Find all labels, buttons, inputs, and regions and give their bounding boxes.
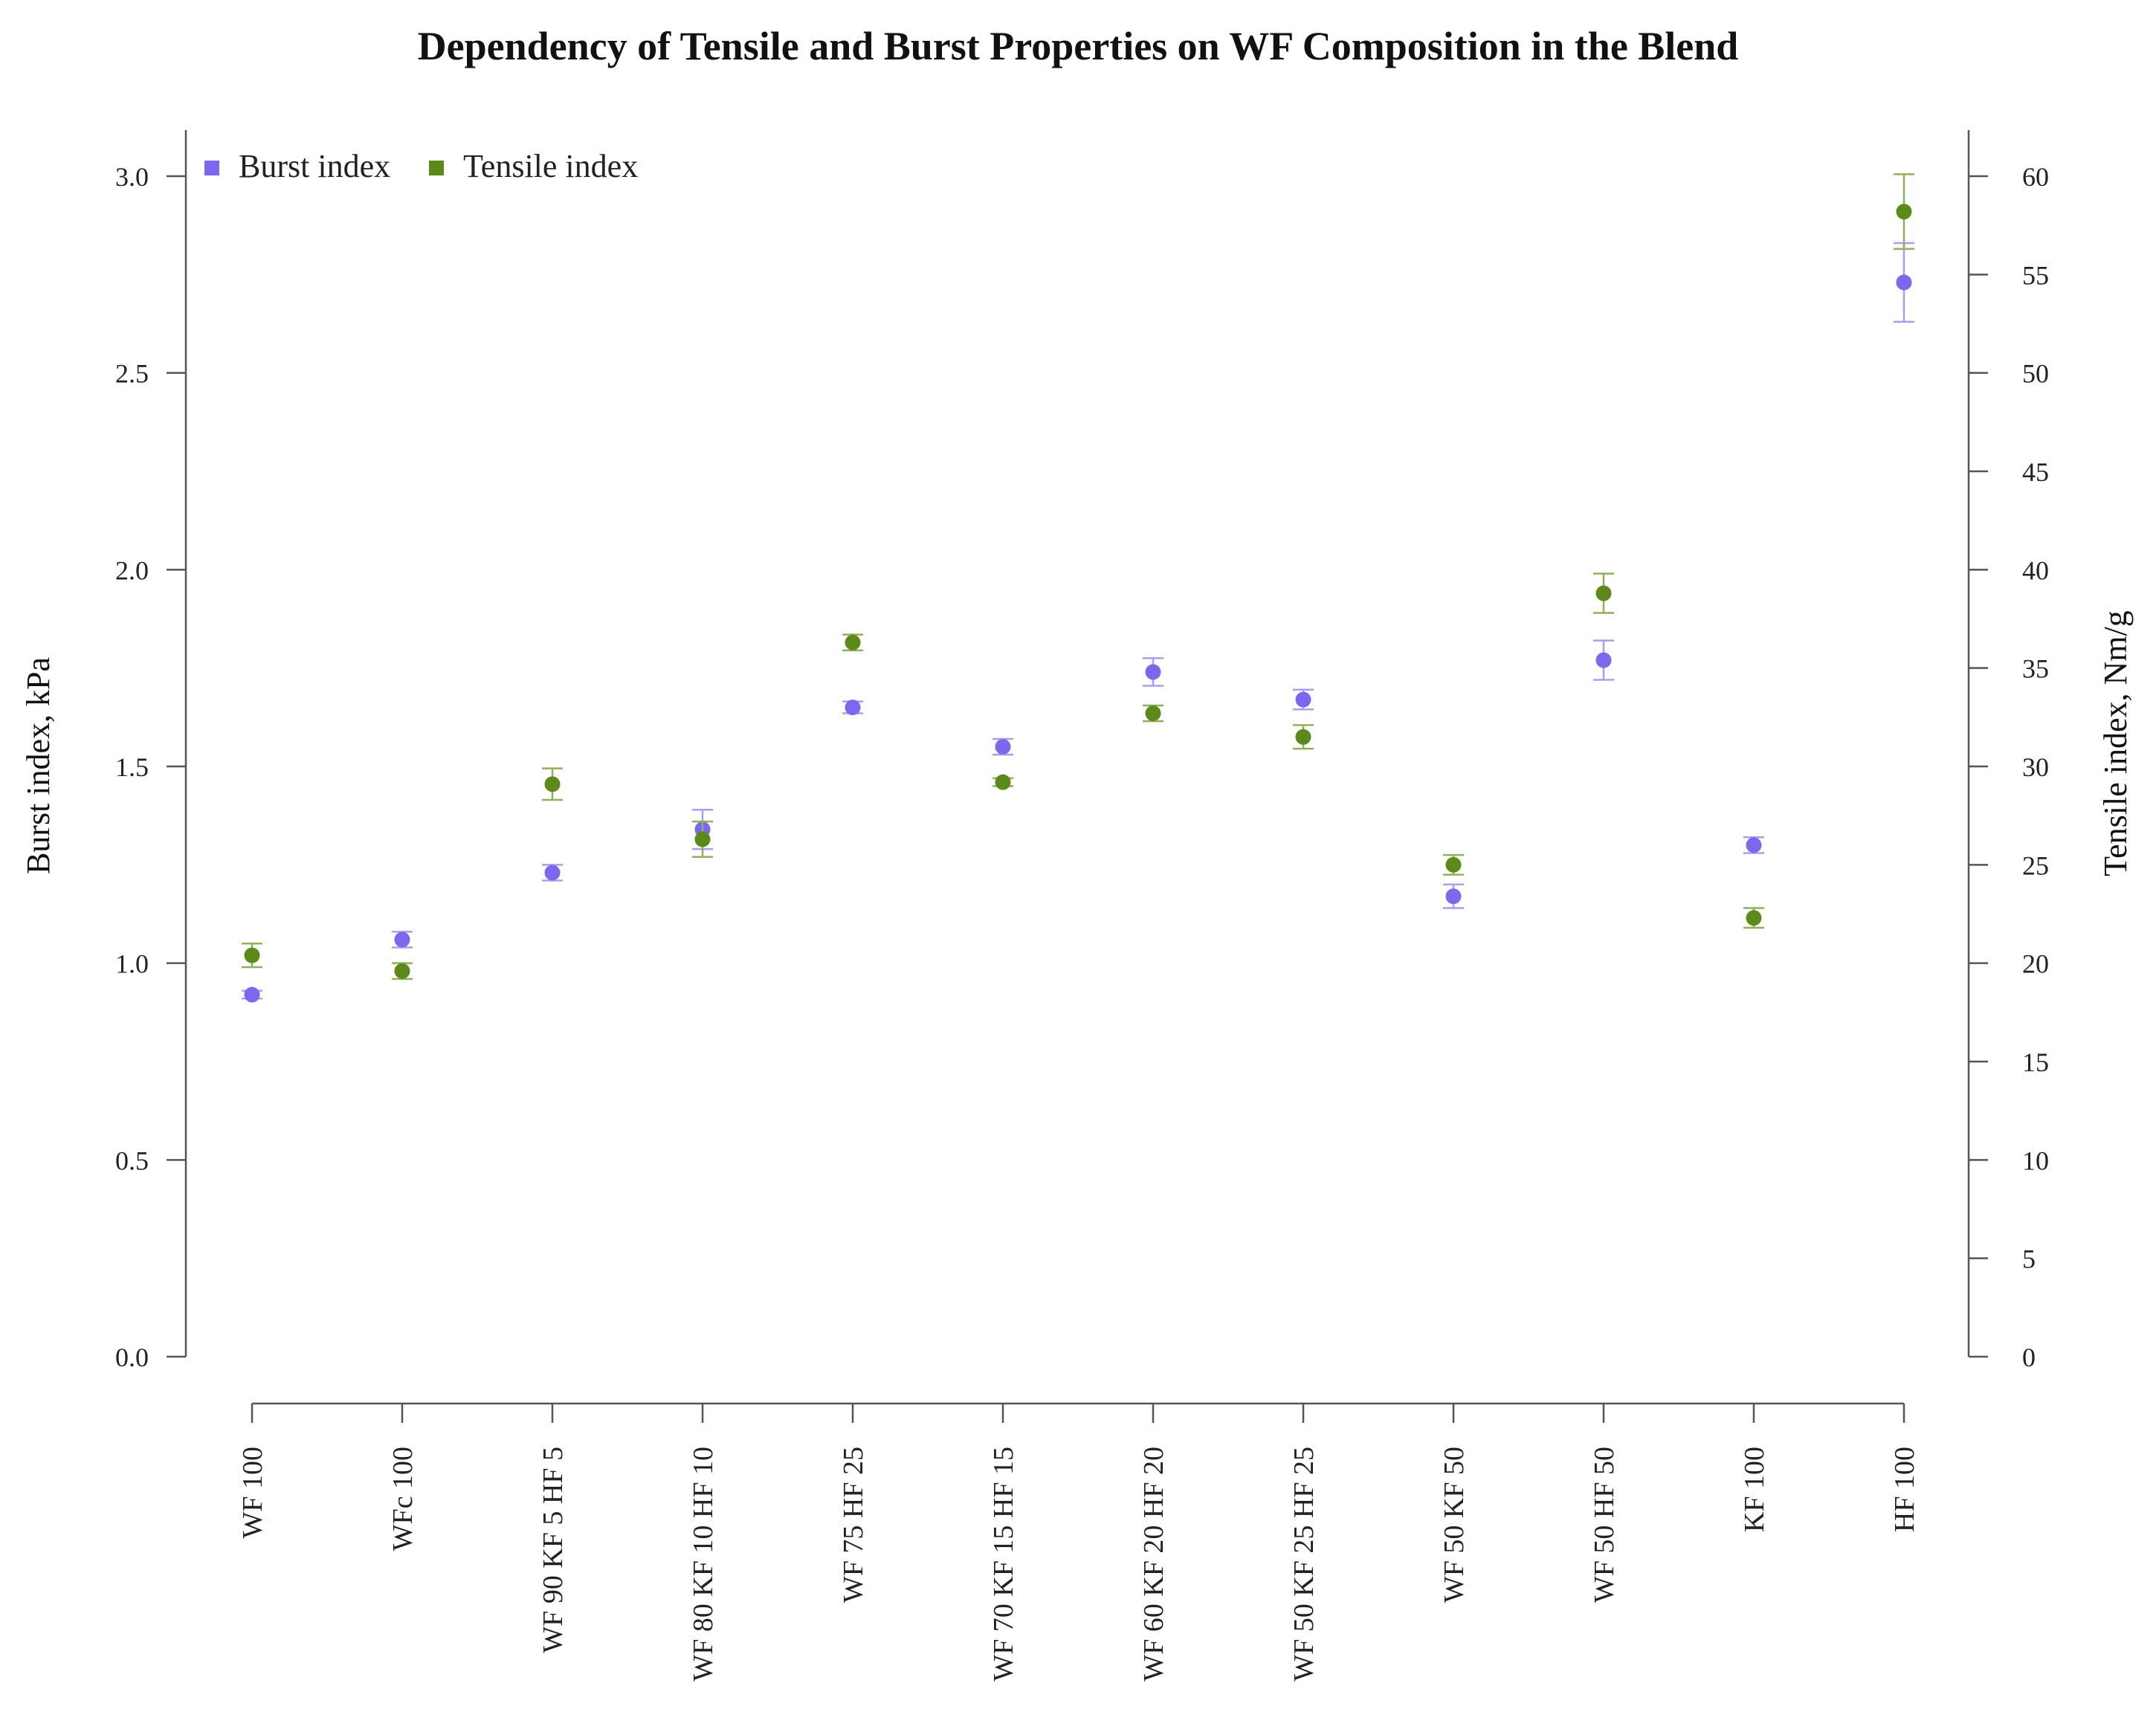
y-right-tick-label: 0 — [2022, 1343, 2036, 1372]
y-right-tick-label: 5 — [2022, 1244, 2036, 1274]
y-left-tick-label: 2.5 — [115, 359, 149, 389]
x-tick-label: WF 75 HF 25 — [838, 1447, 869, 1603]
x-tick-label: WF 90 KF 5 HF 5 — [538, 1447, 569, 1653]
burst-index-point — [394, 931, 410, 948]
burst-index-point — [1595, 652, 1612, 668]
legend-label-tensile-index: Tensile index — [463, 148, 638, 184]
y-left-tick-label: 3.0 — [115, 162, 149, 192]
y-right-tick-label: 20 — [2022, 949, 2049, 979]
burst-index-point — [1896, 274, 1912, 291]
y-right-tick-label: 40 — [2022, 555, 2049, 585]
y-axis-left-label: Burst index, kPa — [20, 657, 57, 874]
burst-index-point — [1295, 691, 1311, 708]
legend-label-burst-index: Burst index — [239, 148, 390, 184]
x-tick-label: WF 50 HF 50 — [1589, 1447, 1620, 1603]
y-right-tick-label: 25 — [2022, 850, 2049, 880]
y-right-tick-label: 15 — [2022, 1047, 2049, 1077]
tensile-index-point — [244, 947, 260, 963]
x-tick-label: KF 100 — [1739, 1447, 1770, 1532]
y-left-tick-label: 1.0 — [115, 949, 149, 979]
burst-index-point — [1445, 888, 1462, 905]
tensile-index-point — [544, 776, 561, 792]
y-right-tick-label: 55 — [2022, 260, 2049, 290]
tensile-index-point — [1595, 585, 1612, 601]
y-left-tick-label: 0.0 — [115, 1343, 149, 1372]
y-left-tick-label: 2.0 — [115, 555, 149, 585]
tensile-index-point — [1896, 204, 1912, 220]
legend-swatch-burst-index — [204, 161, 219, 175]
tensile-index-point — [1145, 705, 1161, 722]
y-left-tick-label: 0.5 — [115, 1146, 149, 1175]
x-tick-label: HF 100 — [1889, 1447, 1920, 1532]
burst-index-point — [1145, 664, 1161, 680]
y-right-tick-label: 50 — [2022, 359, 2049, 389]
chart-title: Dependency of Tensile and Burst Properti… — [418, 24, 1739, 68]
x-tick-label: WF 70 KF 15 HF 15 — [988, 1447, 1019, 1682]
burst-index-point — [244, 986, 260, 1003]
burst-index-point — [995, 739, 1011, 755]
tensile-index-point — [1295, 729, 1311, 745]
legend-swatch-tensile-index — [429, 161, 444, 175]
legend: Burst index Tensile index — [204, 148, 638, 184]
burst-index-point — [544, 865, 561, 881]
x-tick-label: WF 100 — [237, 1447, 268, 1539]
y-right-tick-label: 35 — [2022, 654, 2049, 684]
y-left-tick-label: 1.5 — [115, 752, 149, 782]
y-right-tick-label: 30 — [2022, 752, 2049, 782]
tensile-index-point — [394, 963, 410, 979]
x-tick-label: WF 50 KF 50 — [1439, 1447, 1470, 1603]
burst-index-point — [1746, 837, 1762, 853]
burst-index-point — [845, 700, 861, 716]
x-tick-label: WF 60 KF 20 HF 20 — [1138, 1447, 1169, 1682]
axes: 0.0 0.5 1.0 1.5 2.0 2.5 3.0 0 5 10 15 20 25 30 35 40 45 5… — [115, 130, 2049, 1682]
y-right-tick-label: 60 — [2022, 162, 2049, 192]
data-marks — [242, 173, 1914, 1003]
y-right-tick-label: 10 — [2022, 1146, 2049, 1175]
tensile-index-point — [845, 634, 861, 650]
tensile-index-point — [1746, 910, 1762, 926]
x-tick-label: WF 50 KF 25 HF 25 — [1288, 1447, 1320, 1682]
y-right-tick-label: 45 — [2022, 457, 2049, 487]
x-tick-label: WFc 100 — [387, 1447, 419, 1551]
tensile-index-point — [1445, 856, 1462, 873]
x-tick-label: WF 80 KF 10 HF 10 — [688, 1447, 719, 1682]
tensile-index-point — [694, 831, 711, 847]
y-axis-right-label: Tensile index, Nm/g — [2097, 610, 2134, 876]
tensile-index-point — [995, 774, 1011, 790]
